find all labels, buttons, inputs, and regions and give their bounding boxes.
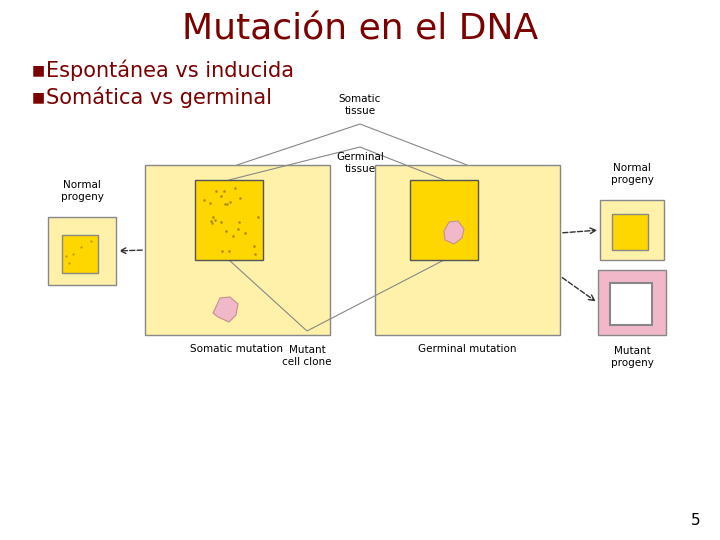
Bar	[62, 235, 98, 273]
Text: Espontánea vs inducida: Espontánea vs inducida	[46, 59, 294, 81]
Polygon shape	[444, 221, 464, 244]
Text: Normal
progeny: Normal progeny	[60, 180, 104, 202]
Text: ■: ■	[32, 90, 45, 104]
Bar	[375, 165, 560, 335]
Bar	[48, 217, 116, 285]
Bar	[600, 200, 664, 260]
Text: Mutación en el DNA: Mutación en el DNA	[182, 13, 538, 47]
Bar	[410, 180, 478, 260]
Bar	[145, 165, 330, 335]
Text: Mutant
progeny: Mutant progeny	[611, 346, 654, 368]
Bar	[195, 180, 263, 260]
Text: Somática vs germinal: Somática vs germinal	[46, 86, 272, 108]
Text: ■: ■	[32, 63, 45, 77]
Bar	[610, 283, 652, 325]
Text: Mutant
cell clone: Mutant cell clone	[282, 345, 332, 367]
Text: 5: 5	[690, 513, 700, 528]
Bar	[598, 270, 666, 335]
Text: Germinal mutation: Germinal mutation	[418, 344, 516, 354]
Text: Somatic mutation: Somatic mutation	[191, 344, 284, 354]
Bar	[612, 214, 648, 250]
Text: Germinal
tissue: Germinal tissue	[336, 152, 384, 173]
Text: Normal
progeny: Normal progeny	[611, 163, 654, 185]
Polygon shape	[213, 297, 238, 322]
Text: Somatic
tissue: Somatic tissue	[339, 94, 381, 116]
